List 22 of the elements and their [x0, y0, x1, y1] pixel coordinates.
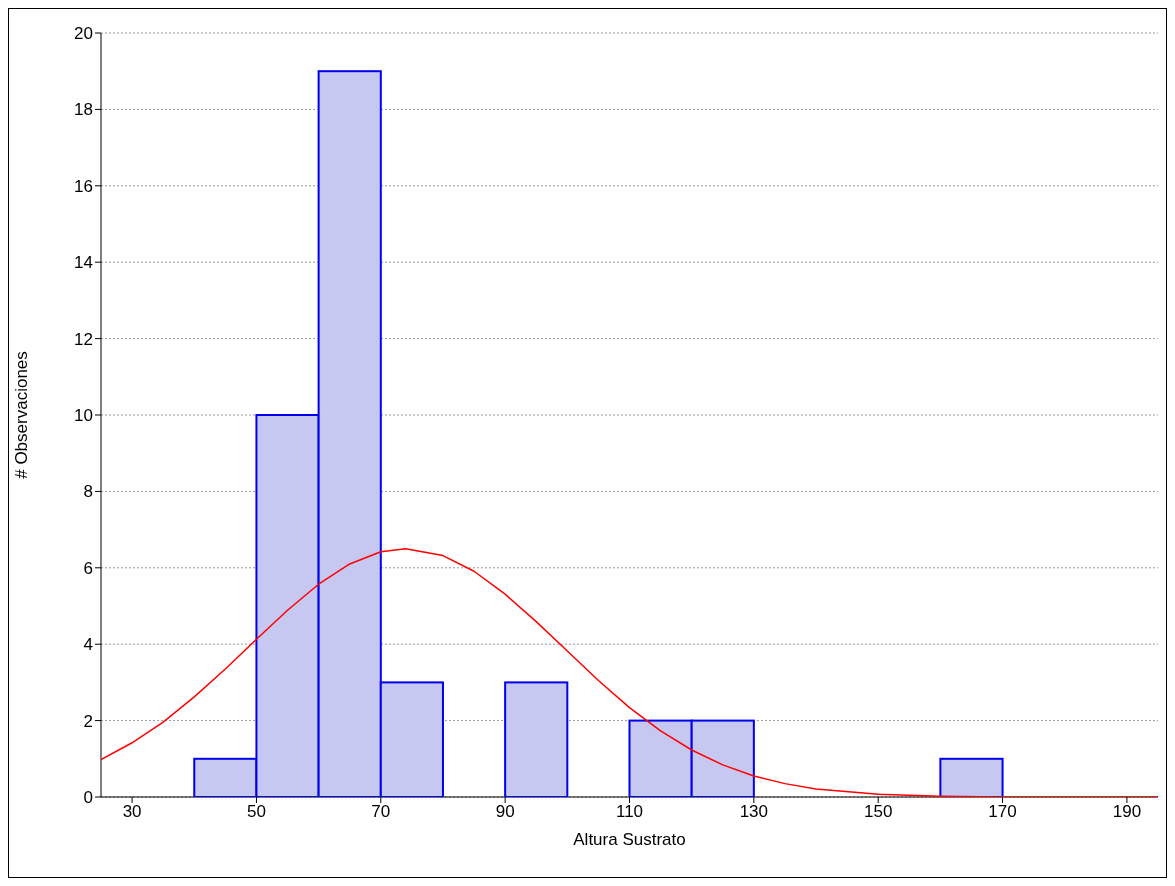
x-tick-label: 190 — [1112, 802, 1142, 822]
x-tick-label: 130 — [739, 802, 769, 822]
y-tick-label: 18 — [74, 100, 93, 120]
y-tick-label: 2 — [83, 711, 93, 731]
y-tick-label: 0 — [83, 788, 93, 808]
x-tick-label: 90 — [495, 802, 515, 822]
y-tick-label: 14 — [74, 253, 93, 273]
x-tick-label: 170 — [988, 802, 1017, 822]
x-tick-label: 70 — [371, 802, 391, 822]
x-tick-label: 110 — [615, 802, 644, 822]
x-tick-label: 50 — [246, 802, 266, 822]
y-tick-label: 12 — [74, 329, 93, 349]
y-axis-title: # Observaciones — [12, 351, 32, 479]
y-tick-label: 8 — [83, 482, 93, 502]
x-tick-label: 30 — [122, 802, 142, 822]
y-tick-label: 4 — [83, 635, 93, 655]
x-tick-label: 150 — [864, 802, 893, 822]
x-axis-title: Altura Sustrato — [573, 830, 686, 849]
y-tick-label: 20 — [74, 24, 93, 44]
y-tick-label: 16 — [74, 176, 93, 196]
y-tick-label: 6 — [83, 558, 93, 578]
y-tick-label: 10 — [74, 406, 93, 426]
